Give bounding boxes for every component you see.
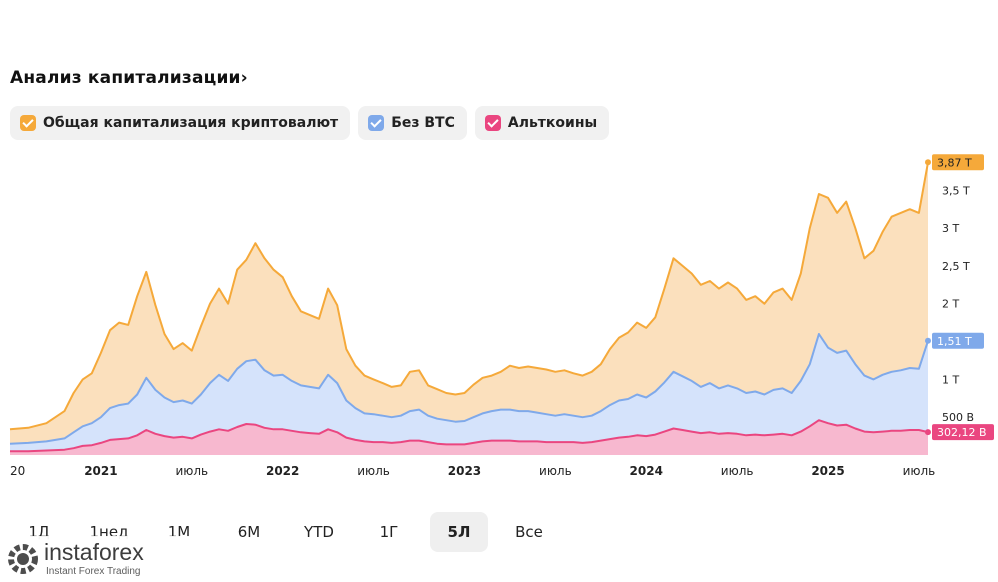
x-tick-label: 2025 xyxy=(811,464,844,478)
legend-label: Без BTC xyxy=(391,115,455,131)
brand-name: instaforex xyxy=(44,539,144,565)
gear-icon xyxy=(8,544,38,574)
x-tick-label: 2023 xyxy=(448,464,481,478)
x-tick-label: июль xyxy=(357,464,390,478)
x-tick-label: 20 xyxy=(10,464,25,478)
badge-background xyxy=(932,424,994,441)
y-tick-label: 2 T xyxy=(942,298,959,311)
period-6m[interactable]: 6М xyxy=(237,523,261,541)
badge-background xyxy=(932,154,984,171)
legend: Общая капитализация криптовалют Без BTC … xyxy=(10,106,610,140)
page-title[interactable]: Анализ капитализации› xyxy=(10,68,248,88)
series-line-1 xyxy=(9,333,929,445)
badge-text: 3,87 T xyxy=(937,156,972,169)
y-tick-label: 1 T xyxy=(942,373,959,386)
x-tick-label: июль xyxy=(903,464,936,478)
series-end-point-0 xyxy=(925,159,931,166)
x-tick-label: 2024 xyxy=(630,464,663,478)
series-line-0 xyxy=(9,162,929,431)
brand-tagline: Instant Forex Trading xyxy=(46,566,141,577)
series-area-1 xyxy=(10,334,928,455)
period-all[interactable]: Все xyxy=(515,523,543,541)
legend-altcoins[interactable]: Альткоины xyxy=(474,106,610,140)
y-tick-label: 2,5 T xyxy=(942,260,970,273)
x-tick-label: июль xyxy=(721,464,754,478)
series-end-point-1 xyxy=(925,337,931,344)
legend-label: Альткоины xyxy=(507,115,598,131)
series-end-point-2 xyxy=(925,429,931,436)
x-tick-label: июль xyxy=(175,464,208,478)
badge-text: 1,51 T xyxy=(937,335,972,348)
period-ytd[interactable]: YTD xyxy=(304,523,334,541)
legend-ex-btc[interactable]: Без BTC xyxy=(358,106,467,140)
legend-label: Общая капитализация криптовалют xyxy=(43,115,339,131)
last-value-badge: 1,51 T xyxy=(932,332,984,349)
y-tick-label: 3 T xyxy=(942,222,959,235)
y-tick-label: 3,5 T xyxy=(942,184,970,197)
x-tick-label: 2021 xyxy=(84,464,117,478)
last-value-badge: 3,87 T xyxy=(932,154,984,171)
series-area-2 xyxy=(10,420,928,455)
checkbox-icon xyxy=(20,115,36,131)
y-tick-label: 500 B xyxy=(942,411,974,424)
checkbox-icon xyxy=(484,115,501,131)
badge-background xyxy=(932,332,984,349)
period-5y[interactable]: 5Л xyxy=(430,512,488,552)
x-tick-label: июль xyxy=(539,464,572,478)
series-line-2 xyxy=(10,419,929,453)
x-tick-label: 2022 xyxy=(266,464,299,478)
period-1y[interactable]: 1Г xyxy=(379,523,399,541)
badge-text: 302,12 B xyxy=(937,426,987,439)
watermark-logo: instaforex Instant Forex Trading xyxy=(0,536,190,582)
checkbox-icon xyxy=(368,115,385,131)
capitalization-chart: 20 2021 июль 2022 июль 2023 июль 2024 июль 2025 ию… xyxy=(9,154,994,478)
legend-total-cap[interactable]: Общая капитализация криптовалют xyxy=(10,106,351,140)
last-value-badge: 302,12 B xyxy=(932,424,994,441)
